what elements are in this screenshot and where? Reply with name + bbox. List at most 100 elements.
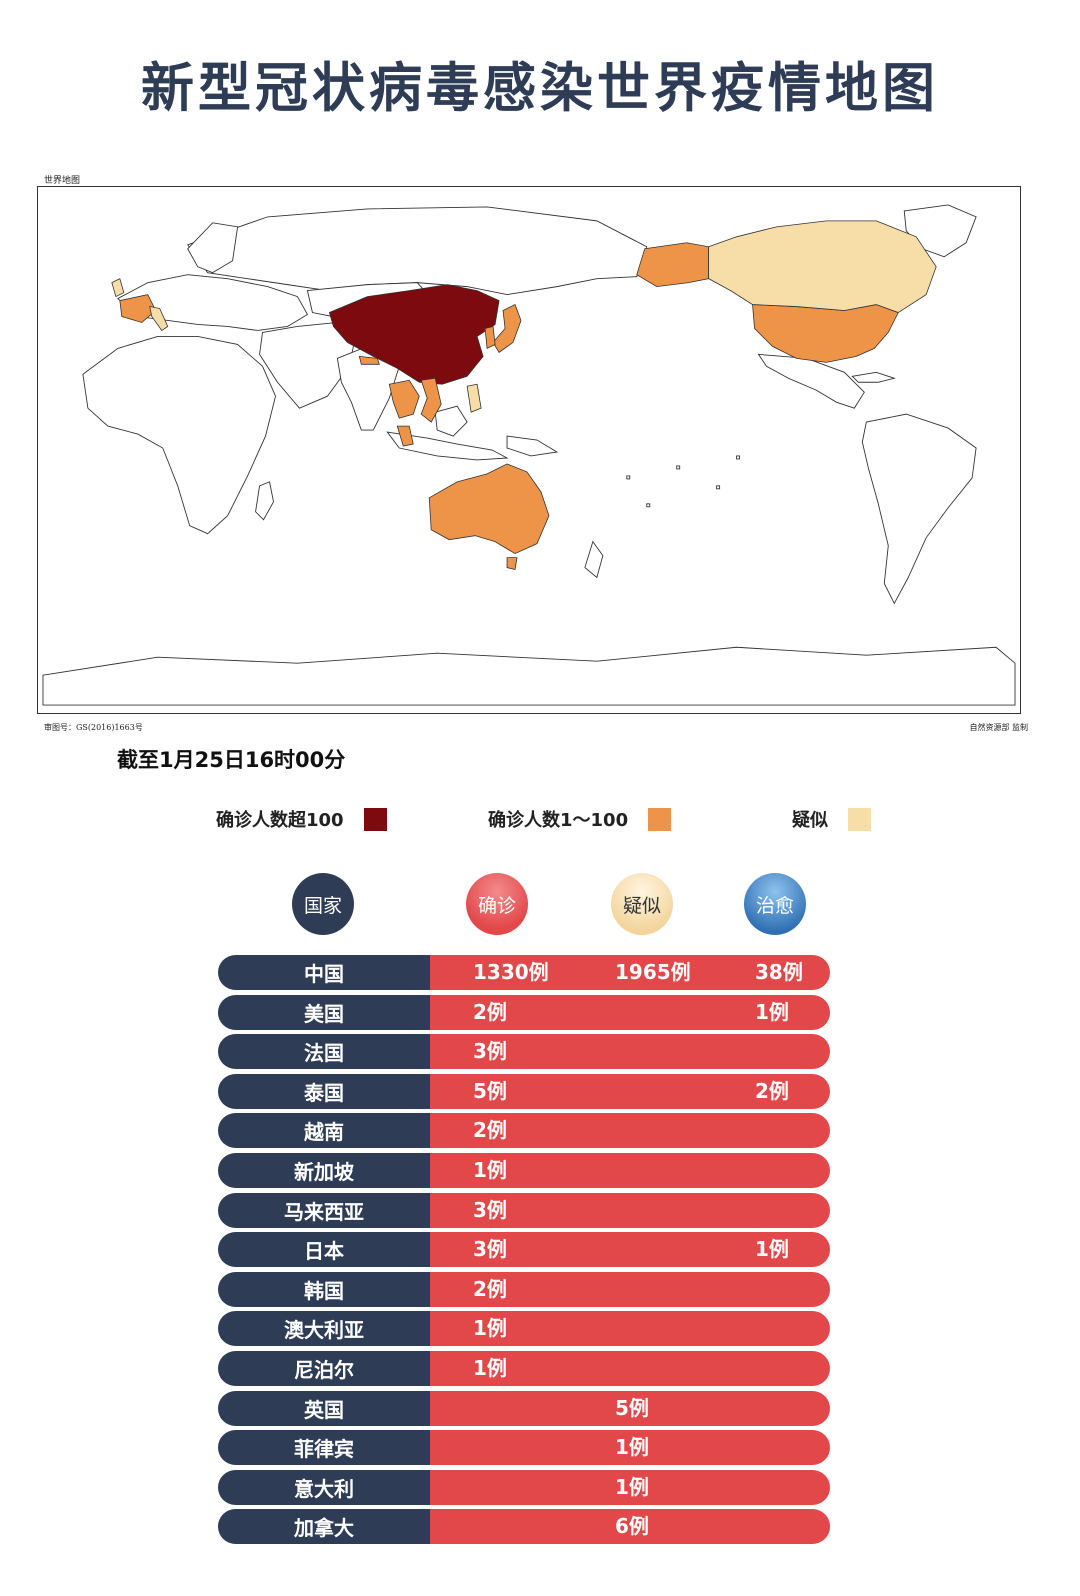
row-confirmed: 3例 xyxy=(473,1039,507,1063)
map-region-pacific-islands xyxy=(626,455,741,508)
row-country: 马来西亚 xyxy=(218,1193,430,1228)
table-row: 中国 1330例 1965例 38例 xyxy=(218,955,830,990)
row-country: 新加坡 xyxy=(218,1153,430,1188)
header-confirmed-label: 确诊 xyxy=(477,894,516,917)
row-country: 中国 xyxy=(218,955,430,990)
table-row: 泰国 5例 2例 xyxy=(218,1074,830,1109)
map-region-uk xyxy=(111,278,125,298)
row-confirmed: 2例 xyxy=(473,1277,507,1301)
row-suspected: 6例 xyxy=(615,1514,649,1538)
row-country: 韩国 xyxy=(218,1272,430,1307)
row-country: 澳大利亚 xyxy=(218,1311,430,1346)
row-values: 5例 2例 xyxy=(430,1074,830,1109)
table-row: 英国 5例 xyxy=(218,1391,830,1426)
map-region-russia xyxy=(186,206,648,296)
row-country: 加拿大 xyxy=(218,1509,430,1544)
row-confirmed: 1例 xyxy=(473,1356,507,1380)
map-region-usa xyxy=(752,304,899,363)
header-country-label: 国家 xyxy=(303,894,342,917)
table-row: 韩国 2例 xyxy=(218,1272,830,1307)
row-cured: 1例 xyxy=(755,1237,789,1261)
map-region-tasmania xyxy=(506,557,518,571)
map-region-scandinavia xyxy=(187,222,239,274)
table-row: 菲律宾 1例 xyxy=(218,1430,830,1465)
row-values: 3例 xyxy=(430,1034,830,1069)
header-cured: 治愈 xyxy=(744,873,806,935)
map-region-japan xyxy=(492,303,522,353)
legend-over-100-swatch xyxy=(363,807,387,831)
map-region-korea xyxy=(484,325,496,350)
map-region-new-guinea xyxy=(506,435,559,457)
row-cured: 38例 xyxy=(755,960,803,984)
table-row: 越南 2例 xyxy=(218,1113,830,1148)
row-confirmed: 2例 xyxy=(473,1118,507,1142)
world-map xyxy=(37,186,1021,714)
legend-suspected-label: 疑似 xyxy=(792,810,828,831)
row-confirmed: 3例 xyxy=(473,1198,507,1222)
legend-suspected: 疑似 xyxy=(792,806,871,832)
row-confirmed: 3例 xyxy=(473,1237,507,1261)
row-values: 2例 1例 xyxy=(430,995,830,1030)
table-row: 美国 2例 1例 xyxy=(218,995,830,1030)
world-map-svg xyxy=(42,204,1016,706)
map-region-france xyxy=(119,294,157,323)
header-suspected: 疑似 xyxy=(611,873,673,935)
row-suspected: 1965例 xyxy=(615,960,691,984)
header-confirmed: 确诊 xyxy=(466,873,528,935)
page-title: 新型冠状病毒感染世界疫情地图 xyxy=(141,58,939,119)
row-country: 泰国 xyxy=(218,1074,430,1109)
row-suspected: 1例 xyxy=(615,1435,649,1459)
header-country: 国家 xyxy=(292,873,354,935)
row-values: 1例 xyxy=(430,1153,830,1188)
map-region-south-america xyxy=(861,413,977,605)
row-values: 1例 xyxy=(430,1470,830,1505)
row-values: 2例 xyxy=(430,1113,830,1148)
row-confirmed: 2例 xyxy=(473,1000,507,1024)
as-of-date: 截至1月25日16时00分 xyxy=(117,748,346,772)
map-region-indonesia xyxy=(386,431,509,461)
map-region-thailand xyxy=(388,379,420,419)
row-country: 尼泊尔 xyxy=(218,1351,430,1386)
row-values: 2例 xyxy=(430,1272,830,1307)
table-row: 澳大利亚 1例 xyxy=(218,1311,830,1346)
map-caption: 世界地图 xyxy=(44,176,81,186)
map-region-madagascar xyxy=(255,481,274,521)
row-country: 美国 xyxy=(218,995,430,1030)
legend-over-100: 确诊人数超100 xyxy=(216,806,387,832)
map-region-antarctica xyxy=(42,646,1016,706)
map-region-malaysia xyxy=(396,425,414,447)
table-row: 尼泊尔 1例 xyxy=(218,1351,830,1386)
map-region-china xyxy=(328,284,500,385)
row-cured: 2例 xyxy=(755,1079,789,1103)
row-values: 1例 xyxy=(430,1311,830,1346)
map-approval-number: 审图号：GS(2016)1663号 xyxy=(44,723,143,732)
row-confirmed: 1330例 xyxy=(473,960,549,984)
map-region-caribbean xyxy=(851,371,896,383)
legend-1-100-label: 确诊人数1～100 xyxy=(488,810,629,831)
row-country: 日本 xyxy=(218,1232,430,1267)
map-region-europe xyxy=(117,274,309,331)
row-country: 英国 xyxy=(218,1391,430,1426)
legend-suspected-swatch xyxy=(848,807,871,831)
table-row: 意大利 1例 xyxy=(218,1470,830,1505)
legend-1-100-swatch xyxy=(648,807,672,831)
row-values: 1330例 1965例 38例 xyxy=(430,955,830,990)
row-confirmed: 5例 xyxy=(473,1079,507,1103)
table-row: 法国 3例 xyxy=(218,1034,830,1069)
header-suspected-label: 疑似 xyxy=(622,894,661,917)
map-region-new-zealand xyxy=(584,540,604,579)
row-country: 越南 xyxy=(218,1113,430,1148)
map-region-mexico xyxy=(757,353,865,409)
table-row: 日本 3例 1例 xyxy=(218,1232,830,1267)
row-country: 法国 xyxy=(218,1034,430,1069)
row-country: 菲律宾 xyxy=(218,1430,430,1465)
map-region-vietnam xyxy=(420,377,442,423)
row-values: 1例 xyxy=(430,1430,830,1465)
map-region-borneo xyxy=(434,405,468,437)
map-region-africa xyxy=(82,335,276,535)
map-region-australia xyxy=(428,463,550,555)
row-confirmed: 1例 xyxy=(473,1158,507,1182)
header-cured-label: 治愈 xyxy=(755,894,794,917)
table-row: 马来西亚 3例 xyxy=(218,1193,830,1228)
map-region-nepal xyxy=(358,355,380,365)
